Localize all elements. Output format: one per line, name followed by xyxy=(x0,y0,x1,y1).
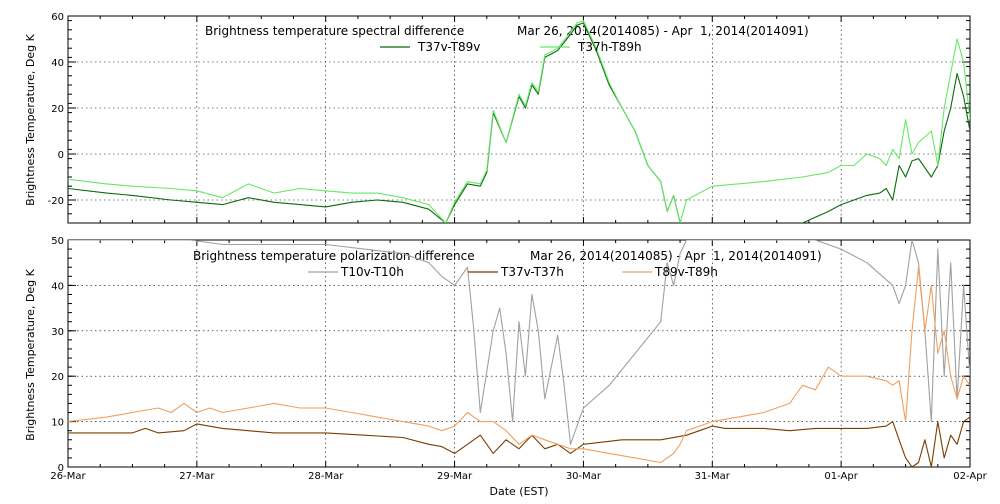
polarization-panel: Brightness temperature polarization diff… xyxy=(24,236,988,498)
spectral-panel: Brightness temperature spectral differen… xyxy=(24,12,971,224)
spectral-y-tick-label: 40 xyxy=(51,58,64,69)
x-tick-label: 27-Mar xyxy=(179,471,215,482)
polarization-y-tick-label: 30 xyxy=(51,327,64,338)
polarization-series-t10v-t10h xyxy=(68,240,970,445)
spectral-series-t37h-t89h xyxy=(68,20,970,223)
x-tick-label: 31-Mar xyxy=(695,471,731,482)
polarization-series-group xyxy=(68,240,970,467)
spectral-y-tick-label: 60 xyxy=(51,12,64,23)
polarization-series-t89v-t89h xyxy=(68,266,970,464)
polarization-y-tick-label: 50 xyxy=(51,236,64,247)
x-tick-label: 26-Mar xyxy=(50,471,86,482)
x-tick-label: 01-Apr xyxy=(824,471,858,482)
spectral-y-tick-label: 0 xyxy=(58,150,64,161)
spectral-title: Brightness temperature spectral differen… xyxy=(205,24,464,38)
x-axis-label: Date (EST) xyxy=(489,485,548,498)
spectral-series-group xyxy=(68,20,970,223)
legend-label-1: T37v-T37h xyxy=(500,265,564,279)
spectral-series-t37v-t89v xyxy=(68,22,970,223)
legend-label-0: T10v-T10h xyxy=(340,265,404,279)
polarization-y-tick-label: 0 xyxy=(58,463,64,474)
x-tick-label: 30-Mar xyxy=(566,471,602,482)
polarization-y-tick-label: 20 xyxy=(51,372,64,383)
x-tick-label: 28-Mar xyxy=(308,471,344,482)
polarization-y-tick-label: 40 xyxy=(51,281,64,292)
polarization-title: Brightness temperature polarization diff… xyxy=(193,249,475,263)
spectral-y-tick-label: 20 xyxy=(51,104,64,115)
legend-label-0: T37v-T89v xyxy=(417,40,480,54)
legend-label-1: T37h-T89h xyxy=(577,40,642,54)
legend-label-2: T89v-T89h xyxy=(654,265,718,279)
x-tick-label: 29-Mar xyxy=(437,471,473,482)
spectral-ylabel: Brightness Temperature, Deg K xyxy=(24,33,37,205)
polarization-y-tick-label: 10 xyxy=(51,418,64,429)
polarization-ylabel: Brightness Temperature, Deg K xyxy=(24,268,37,440)
spectral-date-range: Mar 26, 2014(2014085) - Apr 1, 2014(2014… xyxy=(517,24,809,38)
polarization-date-range: Mar 26, 2014(2014085) - Apr 1, 2014(2014… xyxy=(530,249,822,263)
polarization-series-t37v-t37h xyxy=(68,416,970,467)
spectral-y-tick-label: -20 xyxy=(48,196,64,207)
x-tick-label: 02-Apr xyxy=(953,471,987,482)
